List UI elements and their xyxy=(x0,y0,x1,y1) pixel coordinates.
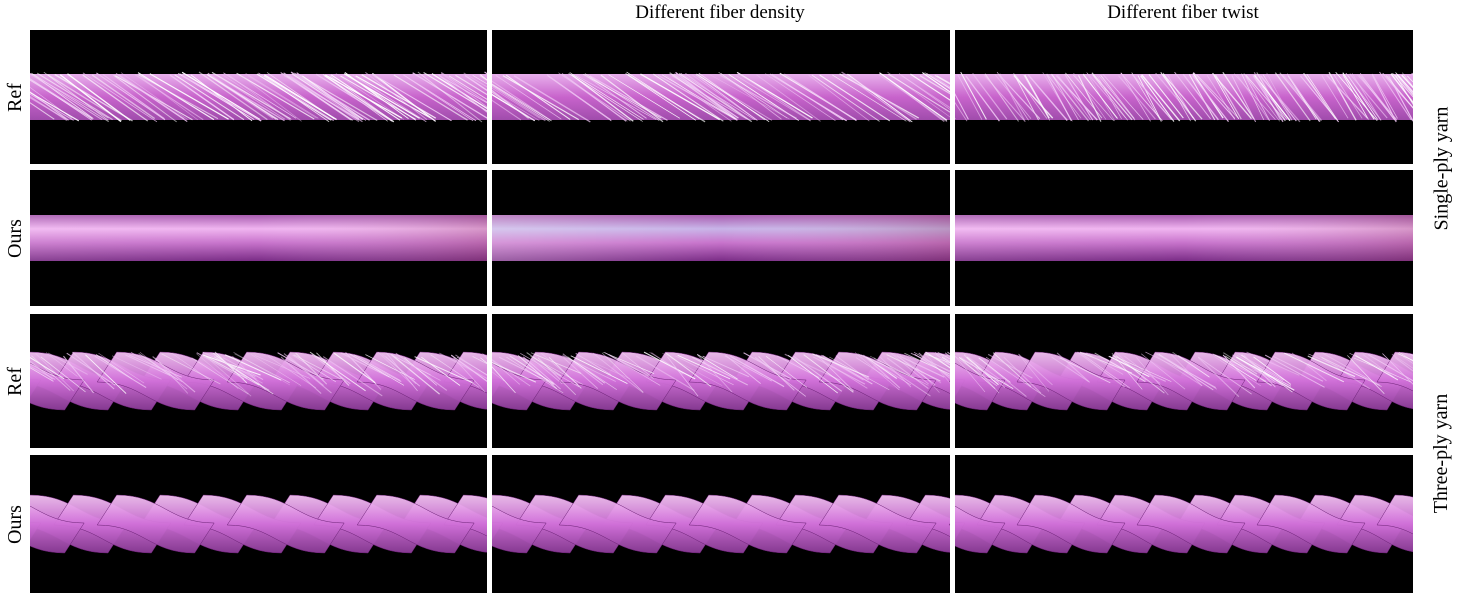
group-label-three-ply: Three-ply yarn xyxy=(1430,393,1453,514)
yarn-render-image xyxy=(30,71,487,123)
yarn-render-panel xyxy=(30,30,487,164)
yarn-render-image xyxy=(955,71,1413,123)
yarn-render-panel xyxy=(492,455,950,593)
yarn-render-panel xyxy=(955,314,1413,448)
row-label-ref-1: Ref xyxy=(3,82,26,112)
row-label-ref-2: Ref xyxy=(3,366,26,396)
yarn-render-image xyxy=(955,215,1413,261)
yarn-render-panel xyxy=(30,455,487,593)
yarn-render-image xyxy=(492,494,950,554)
yarn-render-panel xyxy=(492,170,950,306)
yarn-render-image xyxy=(492,71,950,123)
yarn-render-image xyxy=(30,494,487,554)
yarn-render-image xyxy=(955,351,1413,411)
row-label-ours-1: Ours xyxy=(3,218,26,258)
yarn-render-image xyxy=(492,215,950,261)
yarn-render-panel xyxy=(955,170,1413,306)
yarn-render-panel xyxy=(492,314,950,448)
yarn-render-panel xyxy=(30,314,487,448)
yarn-render-image xyxy=(30,351,487,411)
yarn-render-panel xyxy=(955,455,1413,593)
yarn-render-image xyxy=(30,215,487,261)
row-label-ours-2: Ours xyxy=(3,504,26,544)
yarn-render-image xyxy=(492,351,950,411)
column-title-twist: Different fiber twist xyxy=(1107,2,1259,23)
group-label-single-ply: Single-ply yarn xyxy=(1430,106,1452,230)
yarn-render-panel xyxy=(955,30,1413,164)
column-title-density: Different fiber density xyxy=(635,2,805,23)
yarn-render-panel xyxy=(492,30,950,164)
yarn-render-image xyxy=(955,494,1413,554)
yarn-render-panel xyxy=(30,170,487,306)
